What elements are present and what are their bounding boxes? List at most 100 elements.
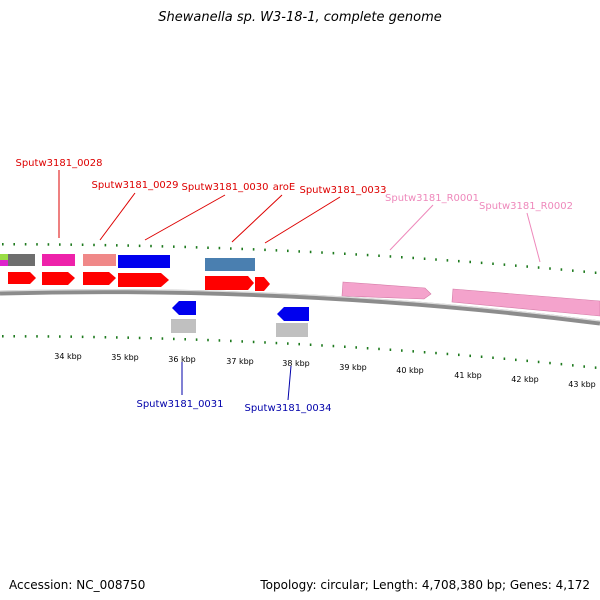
scale-tick-minor bbox=[161, 337, 164, 340]
scale-tick-minor bbox=[47, 243, 50, 246]
cog-box-magenta-small[interactable] bbox=[0, 260, 8, 266]
scale-tick-minor bbox=[173, 337, 175, 341]
gene-label-0031[interactable]: Sputw3181_0031 bbox=[136, 399, 223, 410]
outer-scale-dots bbox=[2, 243, 597, 274]
cds-forward-arrow[interactable] bbox=[8, 272, 36, 284]
scale-tick-minor bbox=[537, 266, 540, 269]
scale-tick-minor bbox=[150, 244, 152, 248]
cog-box-lightgrey[interactable] bbox=[276, 323, 308, 337]
scale-tick-minor bbox=[13, 243, 15, 246]
scale-tick-minor bbox=[275, 249, 278, 252]
scale-tick-minor bbox=[560, 268, 563, 271]
scale-tick-minor bbox=[81, 243, 84, 246]
cds-forward-arrow[interactable] bbox=[205, 276, 254, 290]
scale-tick-minor bbox=[93, 243, 95, 247]
scale-tick-minor bbox=[116, 244, 118, 247]
cog-category-row bbox=[0, 254, 255, 271]
scale-label: 37 kbp bbox=[226, 357, 254, 366]
scale-tick-minor bbox=[572, 269, 574, 272]
cds-forward-arrow[interactable] bbox=[255, 277, 270, 291]
gene-label-0029[interactable]: Sputw3181_0029 bbox=[91, 180, 178, 191]
scale-tick-minor bbox=[24, 335, 27, 338]
scale-tick-minor bbox=[480, 355, 483, 358]
gene-label-R0001[interactable]: Sputw3181_R0001 bbox=[385, 193, 479, 204]
scale-tick-minor bbox=[309, 250, 312, 254]
scale-tick-minor bbox=[469, 260, 471, 264]
cog-box-blue[interactable] bbox=[118, 255, 170, 268]
scale-tick-minor bbox=[104, 336, 107, 339]
scale-tick-minor bbox=[332, 251, 335, 255]
scale-tick-minor bbox=[218, 246, 221, 250]
gene-label-0028[interactable]: Sputw3181_0028 bbox=[15, 158, 102, 169]
scale-tick-minor bbox=[446, 259, 449, 262]
scale-tick-minor bbox=[423, 351, 426, 354]
scale-tick-minor bbox=[332, 344, 335, 348]
scale-tick-minor bbox=[13, 335, 15, 338]
gene-labels: Sputw3181_0028 Sputw3181_0029 Sputw3181_… bbox=[15, 158, 573, 414]
cds-reverse-arrow[interactable] bbox=[277, 307, 309, 321]
scale-tick-minor bbox=[252, 248, 255, 251]
scale-tick-minor bbox=[70, 243, 72, 246]
scale-tick-minor bbox=[321, 344, 323, 347]
cds-forward-arrow[interactable] bbox=[42, 272, 75, 285]
reverse-cds-track bbox=[171, 301, 309, 337]
gene-label-0033[interactable]: Sputw3181_0033 bbox=[299, 185, 386, 196]
gene-label-R0002[interactable]: Sputw3181_R0002 bbox=[479, 201, 573, 212]
cog-box-green[interactable] bbox=[0, 254, 8, 260]
scale-tick-minor bbox=[264, 341, 266, 344]
scale-tick-minor bbox=[195, 338, 198, 341]
scale-tick-minor bbox=[594, 366, 597, 369]
cog-box-salmon[interactable] bbox=[83, 254, 116, 266]
scale-tick-minor bbox=[298, 250, 300, 253]
rrna-arrow[interactable] bbox=[451, 288, 600, 317]
scale-label: 42 kbp bbox=[511, 375, 539, 384]
gene-label-0034[interactable]: Sputw3181_0034 bbox=[244, 403, 331, 414]
cog-box-magenta[interactable] bbox=[42, 254, 75, 266]
scale-tick-minor bbox=[230, 339, 232, 343]
label-leaders bbox=[58, 170, 541, 401]
gene-label-0030[interactable]: Sputw3181_0030 bbox=[181, 182, 268, 193]
accession-text: Accession: NC_008750 bbox=[9, 578, 146, 592]
scale-label: 39 kbp bbox=[339, 363, 367, 372]
scale-tick-minor bbox=[480, 261, 483, 265]
cds-forward-arrow[interactable] bbox=[83, 272, 116, 285]
scale-tick-minor bbox=[469, 354, 471, 358]
scale-tick-minor bbox=[401, 256, 403, 259]
scale-tick-minor bbox=[366, 253, 369, 257]
scale-tick-minor bbox=[401, 349, 403, 352]
scale-tick-minor bbox=[138, 244, 141, 248]
cds-reverse-arrow[interactable] bbox=[172, 301, 196, 315]
scale-label: 43 kbp bbox=[568, 380, 596, 389]
scale-tick-minor bbox=[458, 259, 460, 263]
scale-tick-minor bbox=[264, 248, 266, 252]
cog-box-grey[interactable] bbox=[8, 254, 35, 266]
scale-tick-minor bbox=[389, 255, 392, 258]
scale-labels: 34 kbp 35 kbp 36 kbp 37 kbp 38 kbp 39 kb… bbox=[54, 352, 596, 389]
genome-backbone bbox=[0, 289, 600, 326]
rrna-track bbox=[341, 281, 600, 317]
scale-tick-minor bbox=[93, 335, 95, 339]
scale-tick-minor bbox=[344, 345, 346, 348]
scale-tick-minor bbox=[127, 336, 129, 339]
rrna-arrow[interactable] bbox=[341, 281, 432, 300]
scale-tick-minor bbox=[184, 338, 186, 341]
map-title: Shewanella sp. W3-18-1, complete genome bbox=[158, 10, 442, 25]
scale-tick-minor bbox=[70, 335, 72, 338]
cds-forward-arrow[interactable] bbox=[118, 273, 169, 287]
scale-tick-minor bbox=[116, 336, 118, 339]
cog-box-lightgrey[interactable] bbox=[171, 319, 196, 333]
scale-tick-minor bbox=[47, 335, 50, 338]
scale-tick-minor bbox=[230, 247, 232, 250]
gene-label-aroE[interactable]: aroE bbox=[273, 182, 295, 193]
cog-box-steelblue[interactable] bbox=[205, 258, 255, 271]
scale-tick-minor bbox=[241, 247, 243, 251]
scale-tick-minor bbox=[378, 254, 380, 257]
scale-tick-minor bbox=[218, 339, 221, 342]
scale-tick-minor bbox=[412, 350, 414, 353]
scale-label: 38 kbp bbox=[282, 359, 310, 368]
scale-tick-minor bbox=[2, 335, 4, 338]
scale-tick-minor bbox=[446, 352, 449, 356]
scale-tick-minor bbox=[435, 351, 437, 355]
scale-tick-minor bbox=[36, 335, 38, 338]
